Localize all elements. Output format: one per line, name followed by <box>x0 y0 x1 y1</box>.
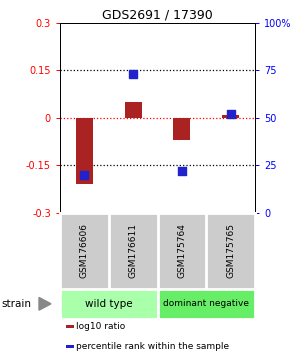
Polygon shape <box>39 297 51 310</box>
Text: log10 ratio: log10 ratio <box>76 322 125 331</box>
Bar <box>76 118 93 184</box>
Text: strain: strain <box>2 299 31 309</box>
Point <box>179 168 184 174</box>
Bar <box>173 118 190 140</box>
Point <box>82 172 87 178</box>
Text: GSM175764: GSM175764 <box>177 223 186 278</box>
Bar <box>60 289 158 319</box>
Bar <box>66 325 74 328</box>
Bar <box>158 289 255 319</box>
Bar <box>124 102 142 118</box>
Text: GSM176611: GSM176611 <box>129 223 138 278</box>
Text: wild type: wild type <box>85 299 133 309</box>
Text: percentile rank within the sample: percentile rank within the sample <box>76 342 229 351</box>
Text: dominant negative: dominant negative <box>163 299 249 308</box>
Point <box>228 112 233 117</box>
Title: GDS2691 / 17390: GDS2691 / 17390 <box>102 9 213 22</box>
Text: GSM176606: GSM176606 <box>80 223 89 278</box>
Bar <box>222 115 239 118</box>
Bar <box>66 345 74 348</box>
Text: GSM175765: GSM175765 <box>226 223 235 278</box>
Point <box>131 72 136 77</box>
